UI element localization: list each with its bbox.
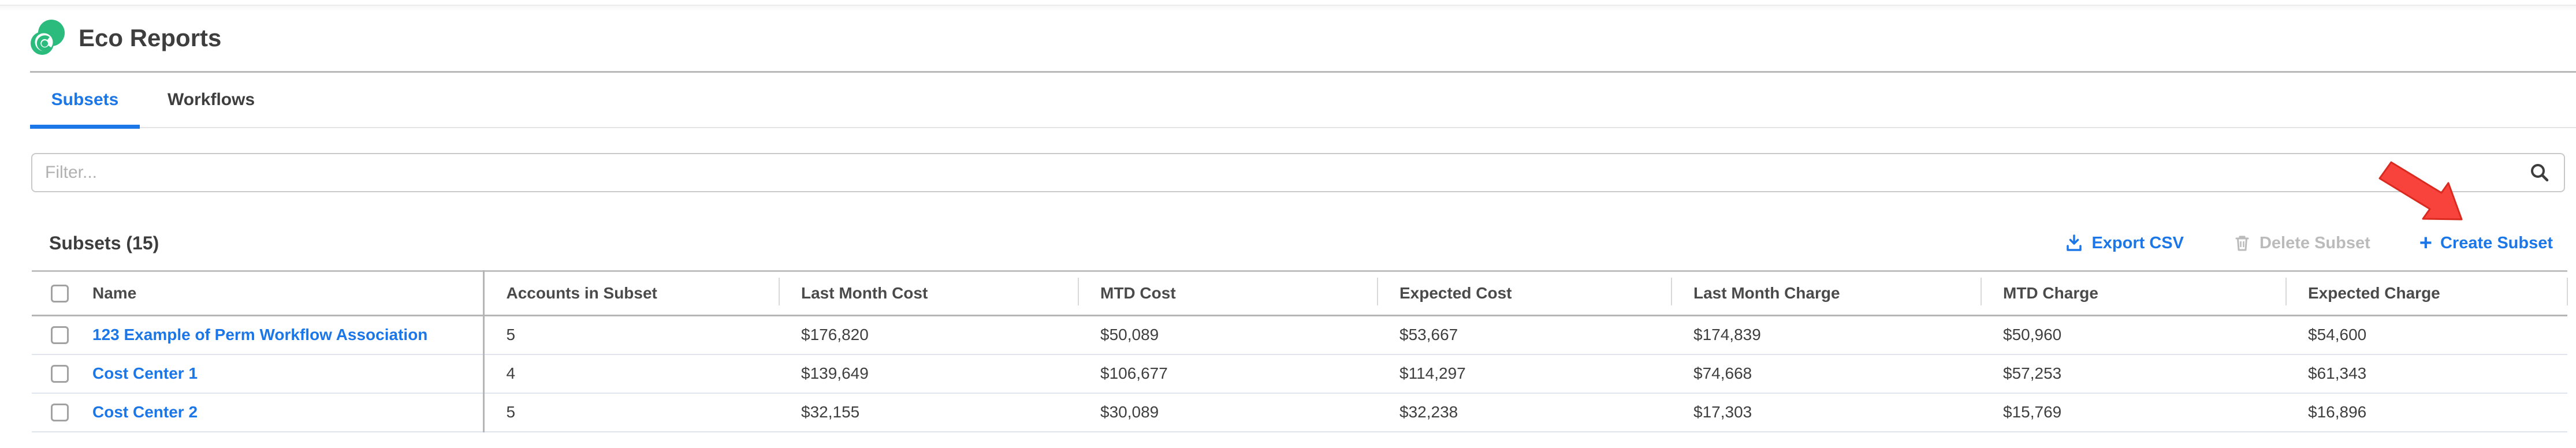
filter-input[interactable] [32,154,2564,191]
app-header: Eco Reports [30,20,221,57]
subset-name-link[interactable]: 123 Example of Perm Workflow Association [92,326,428,344]
subsets-count-heading: Subsets (15) [49,232,159,253]
subset-name-link[interactable]: Cost Center 2 [92,403,198,421]
tab-workflows-label: Workflows [167,90,255,109]
row-checkbox[interactable] [51,326,69,344]
cell-last-month-cost: $139,649 [779,354,1078,394]
cell-last-month-charge: $74,668 [1672,354,1981,394]
delete-subset-label: Delete Subset [2259,233,2370,252]
cell-mtd-cost: $50,089 [1078,315,1378,355]
cell-accounts: 4 [483,354,779,394]
export-csv-label: Export CSV [2091,233,2184,252]
create-subset-label: Create Subset [2440,233,2553,252]
cell-mtd-charge: $15,769 [1981,393,2286,432]
cell-mtd-charge: $57,253 [1981,354,2286,394]
cell-mtd-cost: $106,677 [1078,354,1378,394]
subsets-toolbar: Subsets (15) Export CSV Delete Subset [32,224,2553,262]
column-header-expected-charge: Expected Charge [2285,270,2568,316]
row-checkbox[interactable] [51,364,69,383]
top-edge-shadow [0,6,2576,12]
cell-expected-charge: $61,343 [2286,354,2567,394]
page-title: Eco Reports [79,24,222,51]
tab-subsets-label: Subsets [51,90,119,109]
column-header-last-month-charge: Last Month Charge [1671,270,1981,316]
cell-last-month-charge: $17,303 [1672,393,1981,432]
column-header-name: Name [92,270,485,316]
cell-accounts: 5 [483,315,779,355]
cell-last-month-charge: $174,839 [1672,315,1981,355]
select-all-checkbox[interactable] [51,284,69,303]
top-edge-divider [0,5,2576,6]
column-header-mtd-charge: MTD Charge [1981,270,2286,316]
toolbar-actions: Export CSV Delete Subset + Create Subset [2065,232,2553,254]
eco-logo-icon [31,20,65,55]
column-header-accounts: Accounts in Subset [483,270,779,316]
column-header-last-month-cost: Last Month Cost [779,270,1078,316]
cell-expected-cost: $53,667 [1378,315,1672,355]
cell-expected-cost: $114,297 [1378,354,1672,394]
column-header-mtd-cost: MTD Cost [1078,270,1378,316]
tab-subsets[interactable]: Subsets [30,73,140,129]
cell-mtd-cost: $30,089 [1078,393,1378,432]
cell-expected-charge: $16,896 [2286,393,2567,432]
table-row: Cost Center 2 5 $32,155 $30,089 $32,238 … [32,393,2567,432]
delete-subset-button[interactable]: Delete Subset [2233,234,2370,253]
tab-workflows[interactable]: Workflows [140,73,282,127]
table-row: 123 Example of Perm Workflow Association… [32,315,2567,355]
column-header-expected-cost: Expected Cost [1377,270,1672,316]
trash-icon [2235,236,2249,251]
cell-expected-cost: $32,238 [1378,393,1672,432]
table-row: Cost Center 1 4 $139,649 $106,677 $114,2… [32,354,2567,394]
search-icon[interactable] [2529,162,2550,183]
cell-expected-charge: $54,600 [2286,315,2567,355]
filter-container [31,153,2565,192]
create-subset-button[interactable]: + Create Subset [2419,232,2553,254]
download-icon [2067,234,2082,251]
cell-last-month-cost: $176,820 [779,315,1078,355]
plus-icon: + [2419,231,2432,255]
export-csv-button[interactable]: Export CSV [2065,234,2184,253]
subsets-table: Name Accounts in Subset Last Month Cost … [32,270,2568,432]
header-divider [30,71,2576,73]
cell-mtd-charge: $50,960 [1981,315,2286,355]
tab-bar: Subsets Workflows [30,73,2576,129]
subset-name-link[interactable]: Cost Center 1 [92,364,198,382]
cell-accounts: 5 [483,393,779,432]
row-checkbox[interactable] [51,403,69,421]
cell-last-month-cost: $32,155 [779,393,1078,432]
table-header-row: Name Accounts in Subset Last Month Cost … [32,270,2568,316]
